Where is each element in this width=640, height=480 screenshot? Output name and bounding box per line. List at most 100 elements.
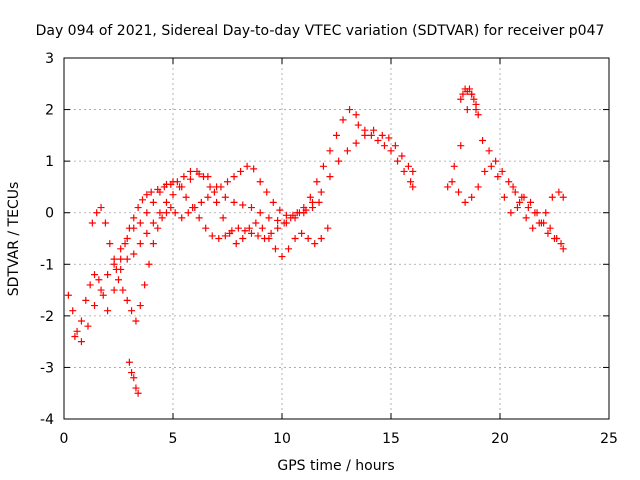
data-point (404, 162, 412, 170)
data-point (298, 229, 306, 237)
y-tick-label: 3 (45, 51, 54, 67)
data-point (557, 240, 565, 248)
data-point (407, 178, 415, 186)
data-point (237, 167, 245, 175)
data-point (202, 224, 210, 232)
data-point (271, 245, 279, 253)
data-point (95, 276, 103, 284)
data-point (343, 147, 351, 155)
data-point (167, 204, 175, 212)
data-point (524, 204, 532, 212)
x-tick-label: 15 (382, 431, 400, 447)
data-point (472, 100, 480, 108)
data-point (99, 291, 107, 299)
series-track-3 (112, 167, 332, 273)
gridlines (64, 58, 609, 419)
y-tick-label: -3 (40, 360, 54, 376)
data-point (559, 193, 567, 201)
data-point (507, 209, 515, 217)
data-point (295, 209, 303, 217)
data-point (304, 235, 312, 242)
x-tick-label: 10 (273, 431, 291, 447)
data-point (176, 183, 184, 191)
data-point (247, 229, 255, 237)
data-point (77, 317, 85, 325)
data-point (88, 219, 96, 227)
data-point (149, 219, 157, 227)
data-point (119, 286, 127, 294)
y-tick-label: -2 (40, 309, 54, 325)
series-track-1 (64, 126, 378, 335)
series-track-11 (509, 183, 567, 232)
series-track-6 (354, 121, 417, 191)
data-point (319, 162, 327, 170)
data-point (115, 276, 122, 284)
data-point (97, 286, 105, 294)
data-point (206, 183, 214, 191)
data-point (317, 188, 325, 196)
data-point (128, 369, 136, 377)
data-point (250, 165, 258, 173)
data-point (378, 131, 386, 139)
data-point (520, 193, 528, 201)
data-point (215, 235, 223, 242)
data-point (125, 358, 133, 366)
data-point (492, 157, 500, 165)
data-point (265, 235, 273, 242)
data-point (239, 201, 247, 209)
series-track-9 (448, 162, 567, 253)
data-point (125, 224, 133, 232)
data-point (221, 193, 229, 201)
y-tick-label: -1 (40, 257, 54, 273)
data-point (470, 95, 478, 103)
data-point (117, 245, 125, 253)
chart-title: Day 094 of 2021, Sidereal Day-to-day VTE… (36, 23, 605, 39)
data-point (208, 232, 216, 240)
data-point (180, 173, 188, 181)
data-point (226, 229, 234, 237)
data-point (217, 183, 225, 191)
data-point (82, 296, 90, 304)
data-point (200, 173, 208, 181)
data-point (193, 167, 201, 175)
data-point (267, 229, 275, 237)
data-point (276, 206, 284, 214)
data-point (162, 198, 170, 206)
data-point (282, 211, 290, 219)
data-point (535, 219, 543, 227)
data-point (191, 204, 199, 212)
data-point (555, 188, 563, 196)
data-point (269, 198, 277, 206)
data-point (339, 116, 347, 124)
data-point (219, 214, 227, 222)
data-point (106, 240, 114, 248)
series-track-2 (71, 106, 360, 346)
data-point (559, 245, 567, 253)
data-point (73, 327, 81, 335)
data-point (138, 196, 146, 204)
data-point (239, 235, 247, 242)
data-point (104, 271, 112, 279)
data-point (487, 162, 495, 170)
data-point (258, 224, 266, 232)
data-point (186, 167, 194, 175)
data-point (370, 126, 378, 134)
data-point (380, 142, 388, 150)
data-point (542, 209, 550, 217)
data-point (527, 198, 535, 206)
series-track-4 (88, 162, 323, 325)
data-point (533, 209, 541, 217)
data-point (169, 191, 177, 199)
series-track-8 (444, 90, 565, 248)
data-point (302, 206, 310, 214)
data-point (326, 173, 334, 181)
data-point (158, 214, 166, 222)
plot-frame (63, 57, 610, 420)
data-point (409, 167, 417, 175)
data-point (128, 307, 136, 315)
data-point (149, 198, 157, 206)
data-point (230, 173, 238, 181)
data-point (494, 173, 502, 181)
data-point (352, 139, 360, 147)
